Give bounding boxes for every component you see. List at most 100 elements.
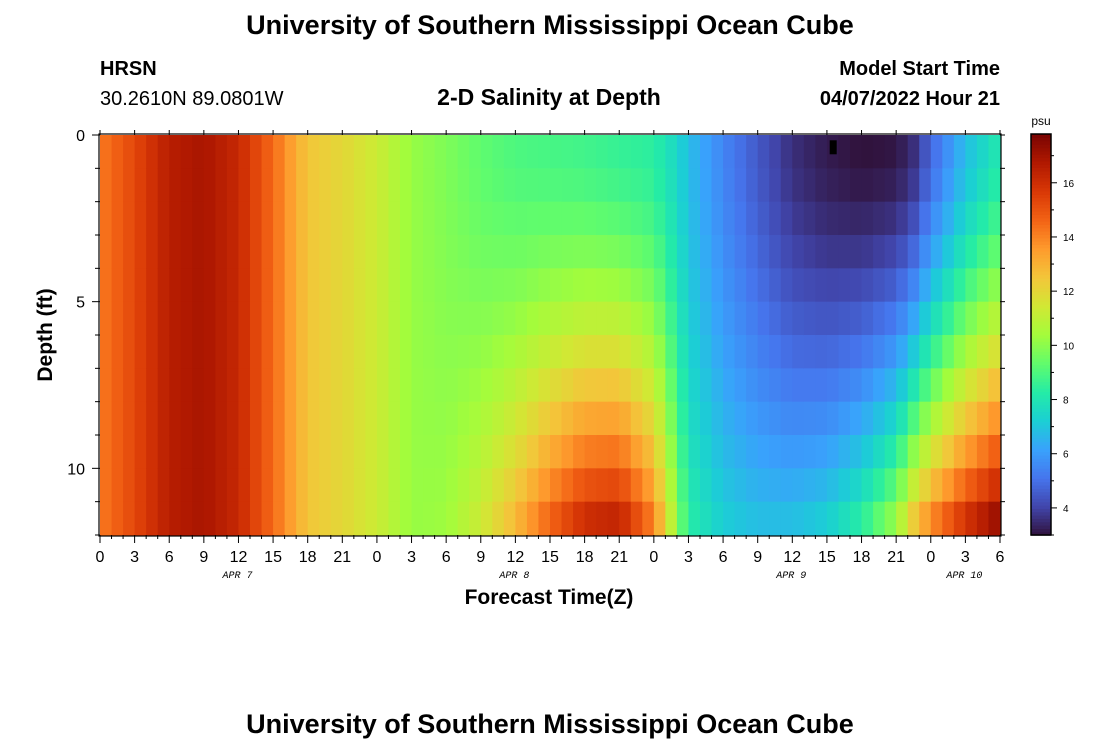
heatmap-cell (769, 201, 782, 236)
heatmap-cell (376, 168, 390, 203)
heatmap-cell (480, 435, 493, 469)
heatmap-cell (434, 168, 447, 203)
heatmap-cell (376, 501, 390, 536)
heatmap-cell (826, 201, 840, 236)
heatmap-cell (503, 401, 516, 436)
heatmap-cell (976, 468, 990, 503)
heatmap-cell (965, 468, 978, 503)
heatmap-cell (642, 501, 655, 536)
heatmap-cell (123, 401, 136, 436)
colorbar-tick-label: 6 (1063, 450, 1069, 461)
heatmap-cell (157, 135, 170, 169)
heatmap-cell (157, 335, 170, 369)
heatmap-cell (238, 435, 251, 469)
heatmap-cell (884, 401, 897, 436)
heatmap-cell (665, 401, 678, 436)
heatmap-cell (826, 401, 840, 436)
heatmap-cell (826, 368, 840, 403)
heatmap-cell (411, 501, 424, 536)
heatmap-cell (284, 135, 297, 169)
heatmap-cell (815, 235, 828, 269)
heatmap-cell (711, 235, 724, 269)
heatmap-cell (307, 401, 320, 436)
x-tick-label: 12 (506, 549, 524, 566)
heatmap-cell (319, 435, 332, 469)
heatmap-cell (238, 468, 251, 503)
heatmap-cell (700, 201, 713, 236)
heatmap-cell (665, 135, 678, 169)
heatmap-cell (550, 268, 563, 303)
heatmap-cell (573, 368, 586, 403)
heatmap-cell (930, 368, 943, 403)
heatmap-cell (400, 335, 413, 369)
heatmap-cell (273, 201, 286, 236)
heatmap-cell (653, 435, 666, 469)
heatmap-cell (180, 335, 193, 369)
heatmap-cell (665, 235, 678, 269)
heatmap-cell (319, 168, 332, 203)
colorbar-segment (1031, 371, 1051, 376)
heatmap-cell (296, 435, 309, 469)
colorbar-segment (1031, 411, 1051, 416)
colorbar-segment (1031, 200, 1051, 205)
heatmap-cell (573, 168, 586, 203)
heatmap-cell (688, 235, 701, 269)
heatmap-cell (780, 168, 793, 203)
heatmap-cell (307, 201, 320, 236)
heatmap-cell (434, 235, 447, 269)
heatmap-cell (850, 168, 863, 203)
heatmap-cell (180, 368, 193, 403)
heatmap-cell (492, 201, 505, 236)
heatmap-cell (676, 135, 690, 169)
heatmap-cell (434, 468, 447, 503)
heatmap-cell (907, 368, 920, 403)
heatmap-cell (388, 268, 401, 303)
heatmap-cell (169, 268, 182, 303)
colorbar-segment (1031, 154, 1051, 159)
heatmap-cell (884, 435, 897, 469)
x-axis: 0 3 6 9 12 15 18 21 0 3 6 9 12 15 18 21 0 3 6 9 12 15 18 21 0 3 6 A… (96, 130, 1005, 582)
heatmap-cell (238, 301, 251, 336)
heatmap-cell (296, 168, 309, 203)
heatmap-cell (503, 235, 516, 269)
heatmap-cell (930, 468, 943, 503)
heatmap-cell (607, 201, 620, 236)
heatmap-cell (273, 401, 286, 436)
heatmap-cell (688, 468, 701, 503)
colorbar-segment (1031, 484, 1051, 489)
heatmap-cell (538, 335, 551, 369)
heatmap-cell (238, 201, 251, 236)
heatmap-cell (353, 268, 366, 303)
heatmap-cell (284, 301, 297, 336)
heatmap-cell (965, 235, 978, 269)
heatmap-cell (250, 135, 263, 169)
heatmap-cell (953, 301, 966, 336)
heatmap-cell (734, 135, 747, 169)
heatmap-cell (376, 401, 390, 436)
heatmap-cell (400, 201, 413, 236)
heatmap-cell (111, 401, 124, 436)
heatmap-cell (469, 201, 482, 236)
date-label: APR 8 (498, 571, 529, 582)
heatmap-cell (711, 201, 724, 236)
heatmap-cell (700, 368, 713, 403)
heatmap-cell (307, 301, 320, 336)
heatmap-cell (792, 368, 805, 403)
colorbar-segment (1031, 364, 1051, 369)
heatmap-cell (123, 168, 136, 203)
heatmap-cell (630, 401, 643, 436)
heatmap-cell (226, 301, 240, 336)
heatmap-cell (226, 135, 240, 169)
heatmap-cell (700, 135, 713, 169)
heatmap-cell (376, 368, 390, 403)
heatmap-cell (619, 235, 632, 269)
colorbar-segment (1031, 140, 1051, 145)
heatmap-cell (457, 435, 470, 469)
y-axis-label: Depth (ft) (34, 288, 57, 381)
heatmap-cell (953, 468, 966, 503)
heatmap-cell (457, 201, 470, 236)
heatmap-cell (884, 368, 897, 403)
heatmap-cell (365, 235, 378, 269)
colorbar-segment (1031, 444, 1051, 449)
heatmap-cell (792, 201, 805, 236)
